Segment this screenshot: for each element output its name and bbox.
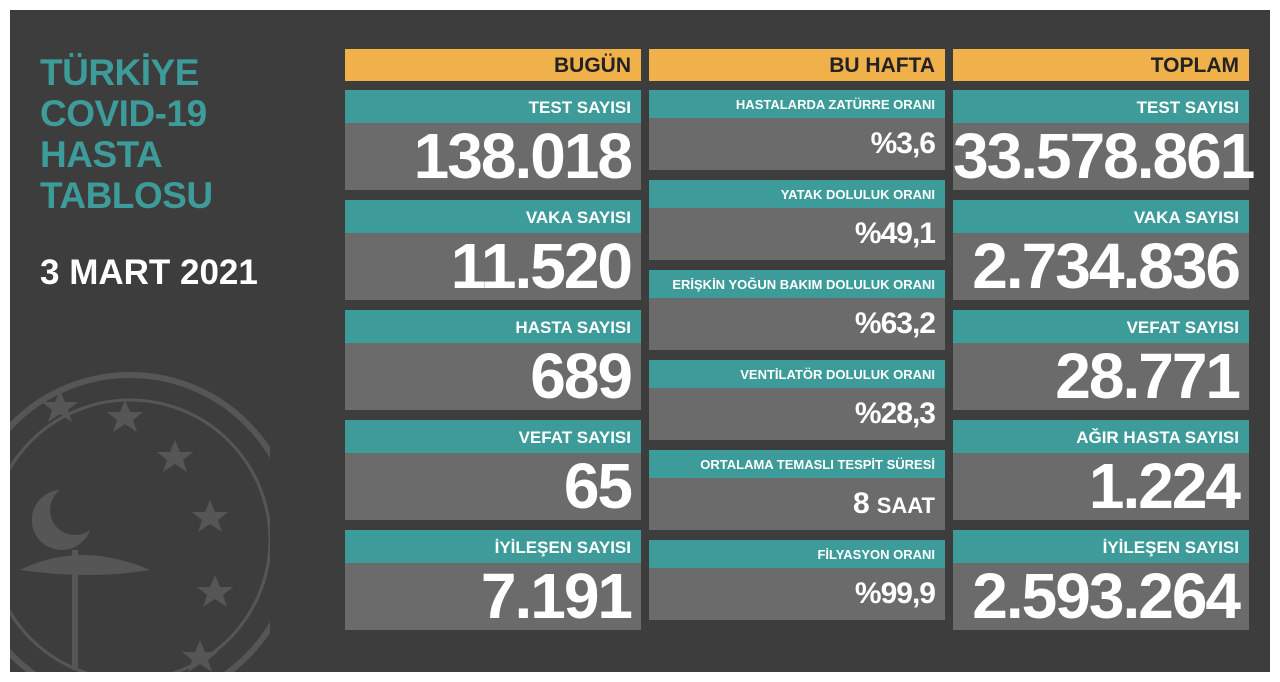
title: TÜRKİYE COVID-19 HASTA TABLOSU bbox=[40, 52, 213, 216]
stat-value: %28,3 bbox=[854, 397, 936, 430]
stat-card: VENTİLATÖR DOLULUK ORANI %28,3 bbox=[649, 360, 945, 440]
stat-label: VAKA SAYISI bbox=[345, 200, 641, 233]
stat-body: %99,9 bbox=[649, 568, 945, 620]
stat-body: 11.520 bbox=[345, 233, 641, 300]
stat-value: 2.593.264 bbox=[972, 560, 1241, 632]
stat-card: VAKA SAYISI 2.734.836 bbox=[953, 200, 1249, 300]
stat-label: VAKA SAYISI bbox=[953, 200, 1249, 233]
stat-body: %3,6 bbox=[649, 118, 945, 170]
stat-card: HASTALARDA ZATÜRRE ORANI %3,6 bbox=[649, 90, 945, 170]
stat-card: HASTA SAYISI 689 bbox=[345, 310, 641, 410]
stat-body: 689 bbox=[345, 343, 641, 410]
date: 3 MART 2021 bbox=[40, 253, 258, 292]
stat-value: %49,1 bbox=[854, 217, 936, 250]
stat-value: %3,6 bbox=[870, 127, 936, 160]
stat-body: %28,3 bbox=[649, 388, 945, 440]
stat-label: ORTALAMA TEMASLI TESPİT SÜRESİ bbox=[649, 450, 945, 478]
stat-card: ERİŞKİN YOĞUN BAKIM DOLULUK ORANI %63,2 bbox=[649, 270, 945, 350]
panel: TÜRKİYE COVID-19 HASTA TABLOSU 3 MART 2021 … bbox=[10, 10, 1270, 672]
stat-value: 138.018 bbox=[413, 120, 633, 192]
stat-body: 2.593.264 bbox=[953, 563, 1249, 630]
title-line: COVID-19 bbox=[40, 93, 207, 134]
column-header: TOPLAM bbox=[953, 49, 1249, 81]
title-line: TABLOSU bbox=[40, 175, 213, 216]
stat-card: ORTALAMA TEMASLI TESPİT SÜRESİ 8 SAAT bbox=[649, 450, 945, 530]
column-header: BU HAFTA bbox=[649, 49, 945, 81]
stat-card: TEST SAYISI 33.578.861 bbox=[953, 90, 1255, 190]
stat-value: %99,9 bbox=[854, 577, 936, 610]
stat-label: TEST SAYISI bbox=[345, 90, 641, 123]
stat-value: 33.578.861 bbox=[953, 120, 1255, 192]
stat-body: 2.734.836 bbox=[953, 233, 1249, 300]
stat-body: 1.224 bbox=[953, 453, 1249, 520]
stat-value: 1.224 bbox=[1088, 450, 1241, 522]
stat-body: 28.771 bbox=[953, 343, 1249, 410]
stat-body: 7.191 bbox=[345, 563, 641, 630]
stat-value: 689 bbox=[530, 340, 633, 412]
stat-value: 65 bbox=[563, 450, 633, 522]
stat-label: VEFAT SAYISI bbox=[953, 310, 1249, 343]
stat-label: ERİŞKİN YOĞUN BAKIM DOLULUK ORANI bbox=[649, 270, 945, 298]
stat-body: %49,1 bbox=[649, 208, 945, 260]
stat-value: 8 bbox=[853, 487, 870, 520]
stat-value: %63,2 bbox=[854, 307, 936, 340]
stat-value: 2.734.836 bbox=[972, 230, 1241, 302]
stat-card: İYİLEŞEN SAYISI 7.191 bbox=[345, 530, 641, 630]
column-header: BUGÜN bbox=[345, 49, 641, 81]
stat-card: TEST SAYISI 138.018 bbox=[345, 90, 641, 190]
stat-label: FİLYASYON ORANI bbox=[649, 540, 945, 568]
stat-label: HASTALARDA ZATÜRRE ORANI bbox=[649, 90, 945, 118]
stat-card: VEFAT SAYISI 28.771 bbox=[953, 310, 1249, 410]
stat-card: AĞIR HASTA SAYISI 1.224 bbox=[953, 420, 1249, 520]
stat-label: YATAK DOLULUK ORANI bbox=[649, 180, 945, 208]
stat-value: 7.191 bbox=[480, 560, 633, 632]
stat-label: İYİLEŞEN SAYISI bbox=[345, 530, 641, 563]
stat-unit: SAAT bbox=[876, 493, 935, 518]
stat-value: 28.771 bbox=[1055, 340, 1241, 412]
stat-card: FİLYASYON ORANI %99,9 bbox=[649, 540, 945, 620]
stat-body: 8 SAAT bbox=[649, 478, 945, 530]
stat-card: İYİLEŞEN SAYISI 2.593.264 bbox=[953, 530, 1249, 630]
stat-value: 11.520 bbox=[450, 230, 633, 302]
stat-label: İYİLEŞEN SAYISI bbox=[953, 530, 1249, 563]
stat-card: YATAK DOLULUK ORANI %49,1 bbox=[649, 180, 945, 260]
stat-body: 138.018 bbox=[345, 123, 641, 190]
stat-card: VAKA SAYISI 11.520 bbox=[345, 200, 641, 300]
stat-label: AĞIR HASTA SAYISI bbox=[953, 420, 1249, 453]
stat-label: VENTİLATÖR DOLULUK ORANI bbox=[649, 360, 945, 388]
stat-label: TEST SAYISI bbox=[953, 90, 1249, 123]
stat-label: HASTA SAYISI bbox=[345, 310, 641, 343]
stat-body: 33.578.861 bbox=[953, 123, 1255, 190]
stat-body: %63,2 bbox=[649, 298, 945, 350]
stat-label: VEFAT SAYISI bbox=[345, 420, 641, 453]
emblem bbox=[10, 372, 270, 672]
title-line: TÜRKİYE bbox=[40, 52, 199, 93]
title-line: HASTA bbox=[40, 134, 163, 175]
stat-body: 65 bbox=[345, 453, 641, 520]
stat-card: VEFAT SAYISI 65 bbox=[345, 420, 641, 520]
